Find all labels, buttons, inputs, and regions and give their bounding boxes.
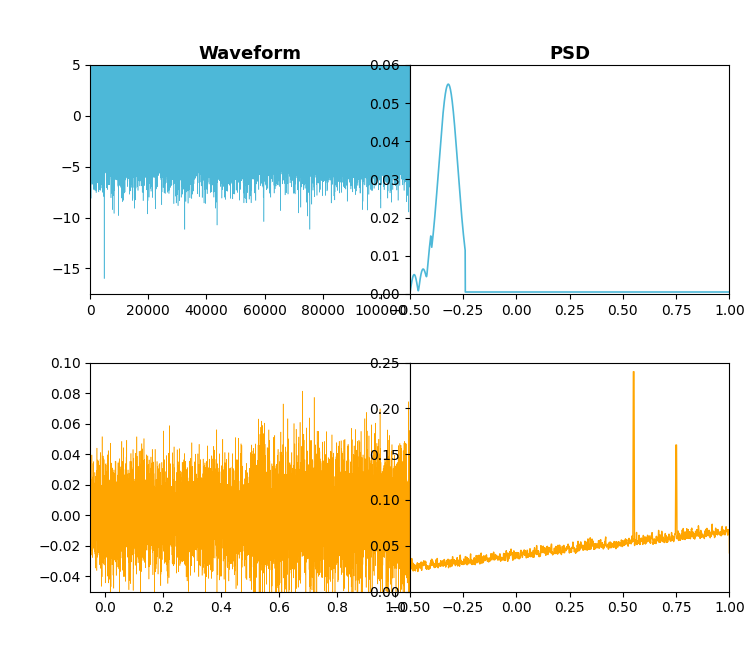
Title: Waveform: Waveform <box>199 46 302 64</box>
Title: PSD: PSD <box>549 46 590 64</box>
